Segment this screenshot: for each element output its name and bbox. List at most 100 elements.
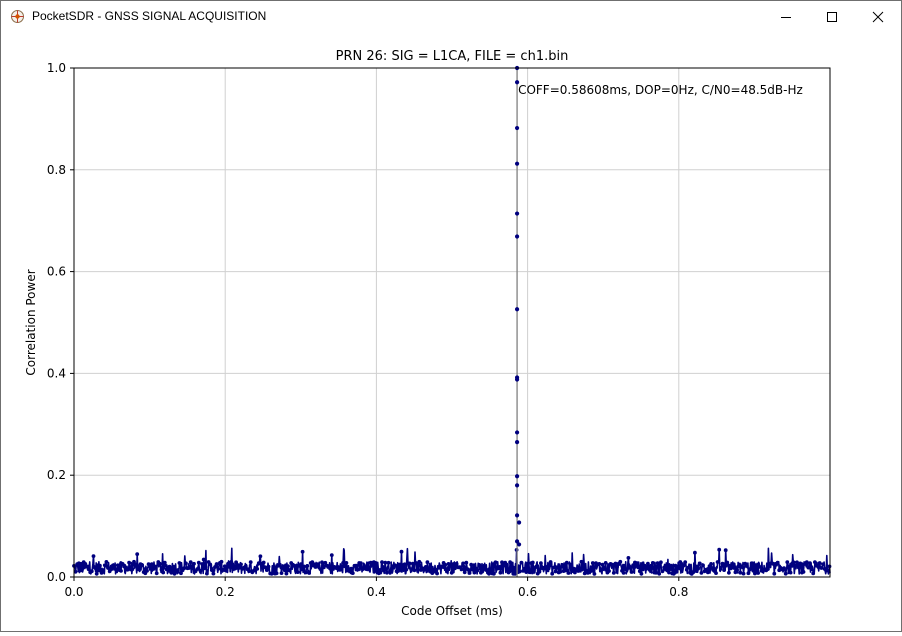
noise-point [149, 562, 154, 567]
close-button[interactable] [855, 1, 901, 32]
x-axis-label: Code Offset (ms) [401, 604, 503, 618]
noise-point [479, 570, 483, 575]
noise-point [125, 567, 130, 572]
noise-point [274, 571, 279, 576]
noise-point [671, 571, 676, 576]
noise-point [417, 559, 422, 564]
noise-point [657, 571, 662, 576]
noise-point [804, 560, 809, 564]
y-tick-label-0: 0.0 [47, 570, 66, 584]
noise-point [636, 565, 641, 570]
noise-point [321, 565, 326, 570]
noise-point [282, 568, 287, 573]
noise-point [553, 569, 558, 574]
maximize-icon [827, 11, 837, 22]
noise-point [258, 554, 263, 559]
noise-point [216, 567, 221, 571]
noise-point [380, 560, 384, 564]
noise-point [699, 571, 704, 575]
noise-point [461, 561, 465, 566]
noise-point [539, 561, 543, 565]
noise-point [158, 561, 162, 566]
noise-point [279, 571, 284, 575]
noise-point [295, 570, 300, 574]
noise-point [192, 561, 196, 566]
plot-area[interactable]: 0.0 0.2 0.4 0.6 0.8 0.0 0.2 0.4 0.6 0.8 1.0 PRN 26… [1, 32, 901, 631]
noise-point [717, 547, 722, 552]
noise-point [615, 564, 619, 569]
noise-point [292, 563, 297, 568]
noise-point [433, 567, 438, 572]
peak-point-13 [514, 513, 520, 518]
noise-point [475, 568, 480, 573]
noise-point [530, 560, 535, 565]
noise-point [399, 549, 404, 554]
noise-point [169, 570, 174, 575]
noise-point [213, 565, 217, 569]
noise-point [320, 560, 324, 565]
noise-point [339, 564, 344, 569]
noise-point [445, 569, 449, 574]
peak-point-10 [514, 440, 520, 445]
noise-point [119, 569, 123, 573]
axes-frame [73, 67, 831, 578]
noise-point [589, 568, 593, 572]
title-bar[interactable]: PocketSDR - GNSS SIGNAL ACQUISITION [1, 1, 901, 32]
noise-point [77, 561, 81, 566]
noise-point [718, 565, 723, 570]
noise-point [654, 570, 658, 575]
noise-point [496, 566, 501, 571]
noise-point [709, 562, 713, 566]
noise-point [469, 562, 474, 567]
y-axis-label: Correlation Power [24, 269, 38, 375]
noise-point [552, 565, 556, 570]
maximize-button[interactable] [809, 1, 855, 32]
noise-point [676, 564, 681, 569]
noise-point [555, 565, 559, 570]
noise-point [349, 566, 354, 571]
noise-point [287, 568, 292, 573]
peak-point-11 [514, 474, 520, 479]
noise-point [93, 566, 97, 570]
noise-point [757, 565, 762, 569]
noise-point [78, 568, 83, 573]
x-tick-label-3: 0.6 [518, 585, 537, 599]
noise-point [86, 567, 91, 572]
noise-point [722, 568, 726, 572]
noise-point [195, 567, 200, 571]
noise-point [772, 571, 777, 576]
noise-point [746, 571, 751, 576]
noise-point [200, 562, 205, 566]
noise-point [730, 565, 735, 569]
noise-point [373, 561, 378, 565]
noise-point [607, 569, 611, 573]
noise-point [187, 566, 192, 570]
peak-point-3 [514, 161, 520, 166]
grid [73, 67, 830, 578]
noise-point [201, 557, 206, 562]
noise-point [167, 564, 172, 569]
peak-point-8 [514, 377, 520, 382]
noise-point [547, 563, 551, 567]
minimize-button[interactable] [763, 1, 809, 32]
noise-point [808, 561, 812, 566]
noise-point [558, 569, 563, 574]
y-tick-label-5: 1.0 [47, 61, 66, 75]
noise-point [748, 567, 752, 572]
y-tick-label-4: 0.8 [47, 163, 66, 177]
noise-point [581, 567, 585, 571]
noise-point [793, 563, 798, 568]
noise-point [795, 560, 799, 565]
noise-point [519, 560, 524, 565]
noise-point [659, 560, 663, 565]
noise-point [145, 569, 149, 573]
noise-point [407, 561, 412, 566]
noise-point [89, 569, 94, 574]
noise-point [232, 564, 237, 569]
noise-point [649, 563, 653, 568]
noise-point [83, 562, 88, 566]
noise-point [744, 564, 749, 568]
noise-point [624, 567, 629, 572]
noise-point [621, 571, 626, 575]
noise-point [791, 560, 796, 565]
